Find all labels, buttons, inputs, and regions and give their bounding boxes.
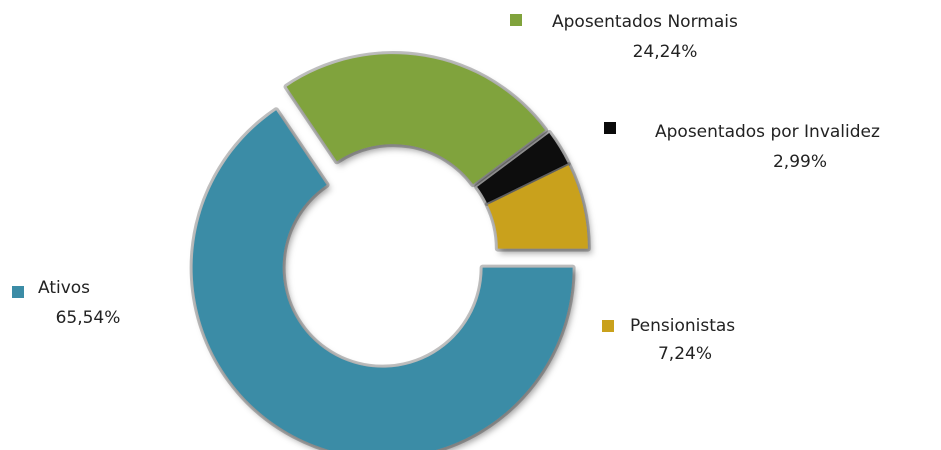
segment-label: Aposentados Normais <box>552 12 738 32</box>
segment-value-label: 24,24% <box>633 42 698 62</box>
segment-label: Pensionistas <box>630 316 735 336</box>
legend-marker <box>604 122 616 134</box>
segment-value-label: 7,24% <box>658 344 712 364</box>
donut-segment <box>189 107 576 450</box>
segment-value-label: 2,99% <box>773 152 827 172</box>
segment-label: Ativos <box>38 278 90 298</box>
legend-marker <box>510 14 522 26</box>
donut-segment <box>283 51 549 188</box>
legend-marker <box>12 286 24 298</box>
segment-value-label: 65,54% <box>56 308 121 328</box>
donut-segment <box>484 162 591 252</box>
legend-marker <box>602 320 614 332</box>
segment-label: Aposentados por Invalidez <box>655 122 880 142</box>
